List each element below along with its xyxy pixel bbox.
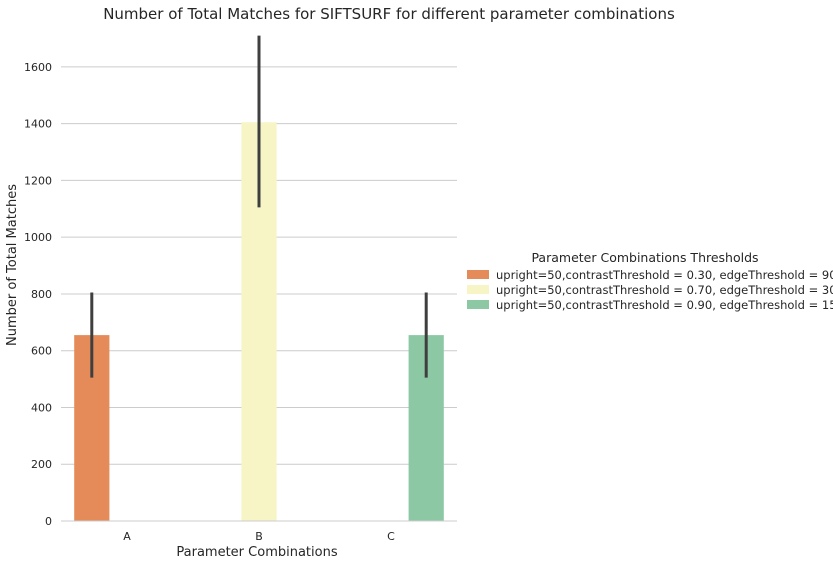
y-tick-label: 1600 <box>24 61 52 74</box>
bars <box>74 122 444 522</box>
y-tick-labels: 0 200 400 600 800 1000 1200 1400 1600 <box>24 61 52 528</box>
y-tick-label: 1200 <box>24 174 52 187</box>
y-tick-label: 1400 <box>24 118 52 131</box>
y-axis-label: Number of Total Matches <box>5 184 20 346</box>
legend-label: upright=50,contrastThreshold = 0.90, edg… <box>496 298 833 312</box>
legend-label: upright=50,contrastThreshold = 0.70, edg… <box>496 283 833 297</box>
error-bars <box>90 35 428 378</box>
x-axis-label: Parameter Combinations <box>176 545 337 560</box>
y-tick-label: 800 <box>31 288 52 301</box>
legend-title: Parameter Combinations Thresholds <box>531 250 758 265</box>
y-tick-label: 600 <box>31 345 52 358</box>
legend-label: upright=50,contrastThreshold = 0.30, edg… <box>496 268 833 282</box>
legend: Parameter Combinations Thresholds uprigh… <box>467 250 833 312</box>
legend-swatch <box>467 285 489 294</box>
y-tick-label: 0 <box>45 515 52 528</box>
legend-swatch <box>467 270 489 279</box>
x-tick-labels: A B C <box>123 530 395 543</box>
y-tick-label: 200 <box>31 458 52 471</box>
y-tick-label: 1000 <box>24 231 52 244</box>
x-tick-label: B <box>255 530 263 543</box>
chart-title: Number of Total Matches for SIFTSURF for… <box>103 5 675 23</box>
x-tick-label: C <box>387 530 395 543</box>
x-tick-label: A <box>123 530 131 543</box>
y-tick-label: 400 <box>31 401 52 414</box>
legend-items: upright=50,contrastThreshold = 0.30, edg… <box>467 268 833 312</box>
legend-swatch <box>467 300 489 309</box>
